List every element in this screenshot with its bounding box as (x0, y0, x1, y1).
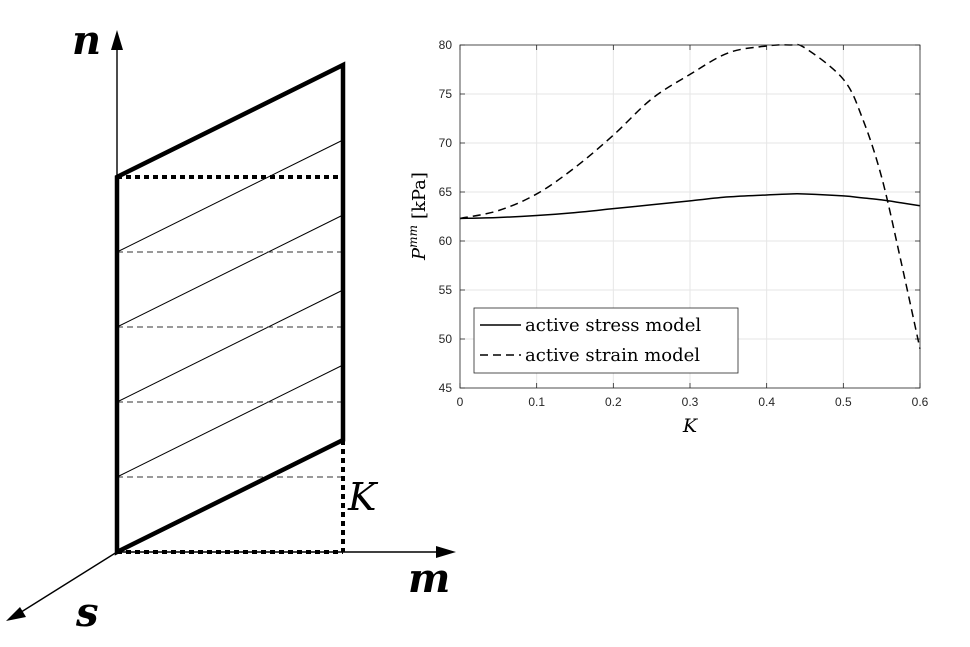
x-tick-label: 0.6 (912, 395, 929, 409)
y-axis-label-symbol: P (409, 247, 430, 261)
y-tick-label: 75 (439, 87, 453, 101)
y-tick-label: 45 (439, 381, 453, 395)
shear-diagram: n m s K (6, 17, 456, 636)
x-tick-label: 0.3 (682, 395, 699, 409)
x-tick-label: 0.4 (758, 395, 775, 409)
s-axis-line (17, 551, 118, 615)
y-tick-label: 65 (439, 185, 453, 199)
x-tick-label: 0.1 (528, 395, 545, 409)
reference-square (117, 175, 345, 554)
n-axis-label: n (72, 17, 101, 64)
y-tick-label: 50 (439, 332, 453, 346)
x-tick-label: 0 (457, 395, 464, 409)
n-axis-arrowhead (111, 30, 123, 50)
m-axis-arrowhead (436, 546, 456, 558)
reference-fibres (117, 251, 343, 478)
x-tick-label: 0.5 (835, 395, 852, 409)
plot-frame (459, 44, 921, 389)
series-line-active-stress (459, 193, 921, 220)
sheared-fibre (116, 214, 344, 328)
shear-amount-label: K (347, 475, 379, 519)
sheared-fibre (116, 139, 344, 253)
legend-box (473, 307, 739, 374)
legend-label-strain: active strain model (525, 345, 700, 366)
series-layer (459, 43, 921, 349)
series-line-active-strain (459, 43, 921, 349)
sheared-fibre (116, 364, 344, 478)
x-axis-label: K (682, 415, 699, 437)
x-tick-label: 0.2 (605, 395, 622, 409)
y-tick-label: 60 (439, 234, 453, 248)
y-tick-label: 55 (439, 283, 453, 297)
legend: active stress model active strain model (473, 307, 739, 374)
s-axis-arrowhead (6, 607, 26, 621)
x-tick-labels: 0 0.1 0.2 0.3 0.4 0.5 0.6 (457, 395, 929, 409)
s-axis-label: s (75, 589, 99, 636)
y-tick-label: 80 (439, 38, 453, 52)
sheared-fibres (116, 139, 344, 478)
m-axis-label: m (408, 555, 450, 602)
y-tick-label: 70 (439, 136, 453, 150)
y-axis-label-unit: [kPa] (409, 172, 430, 219)
y-axis-label: Pmm [kPa] (406, 172, 430, 261)
y-tick-labels: 45 50 55 60 65 70 75 80 (439, 38, 453, 395)
legend-label-stress: active stress model (525, 315, 701, 336)
chart: 0 0.1 0.2 0.3 0.4 0.5 0.6 45 50 55 60 65 70 75 80 K P… (406, 38, 929, 437)
sheared-parallelogram (114, 61, 346, 556)
y-axis-label-superscript: mm (406, 225, 420, 248)
sheared-fibre (116, 289, 344, 403)
